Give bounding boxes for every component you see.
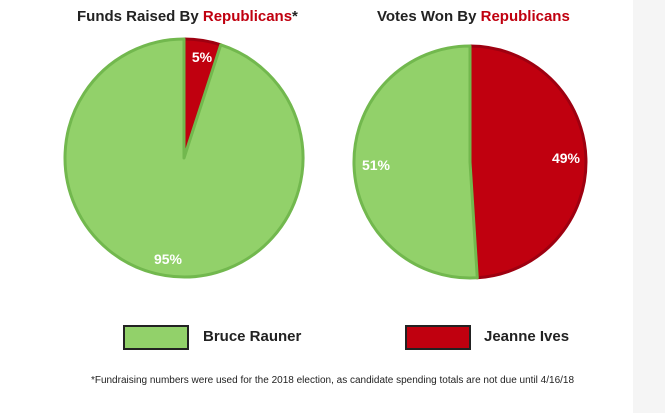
legend-label-jeanne-ives: Jeanne Ives [484, 328, 570, 345]
pie-1-slice-jeanne-ives [468, 44, 588, 280]
chart-title-funds-prefix: Funds Raised By [77, 8, 203, 25]
pie-1-slice-bruce-rauner [352, 44, 479, 280]
chart-title-funds: Funds Raised By Republicans* [77, 8, 298, 25]
legend-label-bruce-rauner: Bruce Rauner [203, 328, 302, 345]
footnote: *Fundraising numbers were used for the 2… [90, 375, 575, 386]
chart-title-votes-prefix: Votes Won By [377, 8, 481, 25]
chart-title-funds-accent: Republicans [202, 8, 293, 25]
legend-swatch-bruce-rauner [123, 325, 189, 350]
chart-title-votes-accent: Republicans [480, 8, 570, 25]
chart-title-funds-suffix: * [292, 8, 298, 25]
pie-1-label-bruce-rauner: 51% [362, 157, 391, 173]
page-edge-strip [633, 0, 665, 413]
pie-0-label-bruce-rauner: 95% [154, 251, 183, 267]
pie-1-label-jeanne-ives: 49% [552, 150, 581, 166]
legend-swatch-jeanne-ives [405, 325, 471, 350]
chart-title-votes: Votes Won By Republicans [377, 8, 570, 25]
pie-0-slice-bruce-rauner [63, 37, 305, 279]
pie-0-label-jeanne-ives: 5% [192, 49, 213, 65]
